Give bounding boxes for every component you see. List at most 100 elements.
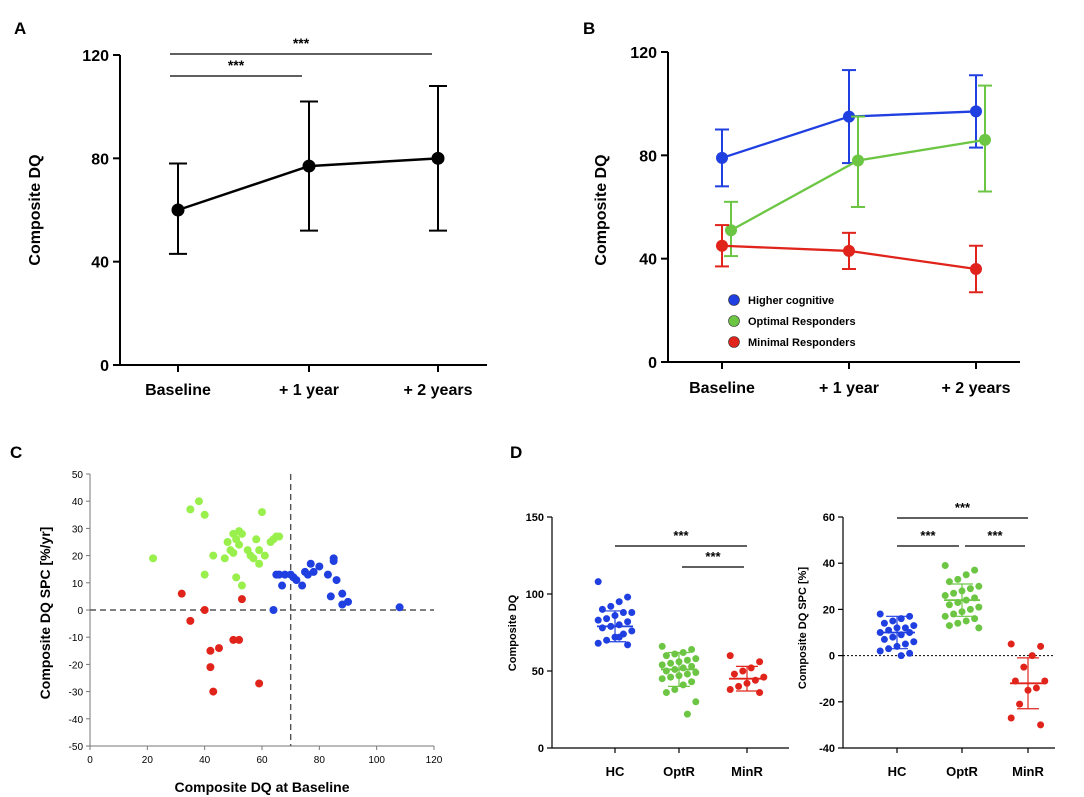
panel-a-ylabel: Composite DQ [27,154,44,265]
panel-c-xtick-label: 60 [256,755,268,766]
panel-c-point-scatter_green [237,581,246,590]
panel-d2-sig-2-label: *** [987,528,1003,543]
panel-d1-point-optr [688,662,696,670]
panel-d1-point-hc [615,621,623,629]
panel-a-sig-2-label: *** [293,35,310,51]
panel-c-ytick-label: -10 [69,633,84,644]
panel-d1-point-hc [603,636,611,644]
panel-d2-point-minr [1032,684,1040,692]
panel-d2-point-optr [975,603,983,611]
panel-b-point-minr [716,239,728,252]
legend-label-optr: Optimal Responders [748,316,856,328]
panel-b-ytick-label: 40 [639,252,657,269]
panel-d1-point-optr [688,645,696,653]
panel-c-point-hc [269,606,278,614]
panel-b-point-hc [970,105,982,118]
panel-c-xtick-label: 120 [426,755,443,766]
panel-c-ytick-label: -50 [69,742,84,753]
panel-c-point-hc [338,589,347,598]
panel-d2-point-hc [910,622,918,630]
panel-b-xtick-label: + 1 year [819,380,879,397]
panel-d1-xtick-label: MinR [731,764,763,779]
panel-c-point-minr [215,644,223,653]
panel-d2-sig-3-label: *** [955,500,971,515]
panel-d2-point-hc [876,647,884,655]
panel-d1-point-optr [658,642,666,650]
panel-d2-point-optr [941,562,949,570]
panel-d1-point-hc [594,616,602,624]
panel-a-point [302,159,316,173]
panel-c-point-scatter_green [255,559,264,568]
panel-c-point-minr [206,663,215,672]
panel-d1-point-optr [662,689,670,697]
legend-marker-minr [728,336,740,348]
panel-d2-point-hc [889,617,897,625]
panel-c-point-minr [229,635,238,644]
panel-d1-point-optr [671,650,679,658]
panel-d1-point-optr [658,661,666,669]
panel-d1-point-minr [747,664,755,672]
panel-label-c: C [10,443,22,462]
panel-d2-ytick-label: -20 [819,697,835,709]
panel-d1-point-hc [607,602,615,610]
panel-d1-ytick-label: 100 [526,589,544,601]
panel-d1-point-optr [692,669,700,677]
panel-d1-point-minr [726,652,734,660]
panel-d1-point-minr [730,670,738,678]
panel-d2-point-optr [950,589,958,597]
panel-c-point-minr [255,679,264,688]
panel-c-ytick-label: 30 [72,524,84,535]
panel-a-ytick-label: 40 [91,255,109,272]
panel-d2-xtick-label: HC [888,764,907,779]
panel-b-ytick-label: 80 [639,148,657,165]
panel-c-ytick-label: 10 [72,579,84,590]
panel-d2-point-minr [1016,700,1024,708]
panel-c-point-scatter_green [229,548,238,557]
panel-d1-point-hc [598,624,606,632]
panel-c-point-minr [235,635,244,644]
panel-d1-point-hc [594,639,602,647]
panel-c-point-scatter_green [186,505,195,514]
legend-marker-optr [728,315,740,327]
panel-b-point-optr [725,224,737,237]
legend-label-minr: Minimal Responders [748,337,856,349]
panel-d2-point-optr [971,566,979,574]
panel-d1-ytick-label: 0 [538,743,544,755]
panel-b-point-optr [852,154,864,167]
panel-d1-point-optr [667,659,675,667]
panel-d2-point-hc [889,633,897,641]
panel-d1-sig-1-label: *** [705,549,721,564]
panel-c-point-hc [315,562,324,571]
panel-c-point-scatter_green [232,535,241,544]
panel-d1-point-optr [692,698,700,706]
panel-d2-sig-1-label: *** [920,528,936,543]
panel-c-point-scatter_green [209,551,218,560]
panel-b-point-hc [716,151,728,164]
panel-c-xtick-label: 80 [314,755,326,766]
panel-c-xtick-label: 20 [142,755,154,766]
panel-c-ytick-label: 0 [77,606,83,617]
panel-a-ytick-label: 120 [82,48,109,65]
panel-d2-point-optr [975,624,983,632]
panel-c-point-hc [395,603,404,612]
panel-d2-point-hc [897,652,905,660]
panel-a-xtick-label: Baseline [145,382,211,399]
panel-d1-point-minr [739,667,747,675]
panel-d1-point-optr [683,656,691,664]
panel-a-ytick-label: 0 [100,358,109,375]
panel-d2-xtick-label: MinR [1012,764,1044,779]
panel-c-ytick-label: -40 [69,715,84,726]
panel-d1-ytick-label: 50 [532,666,544,678]
panel-d1-point-minr [756,689,764,697]
panel-label-d: D [510,443,522,462]
panel-d2-point-minr [1007,714,1015,722]
panel-c-ytick-label: 50 [72,470,84,481]
panel-d2-point-hc [880,619,888,627]
panel-c-point-scatter_green [223,538,232,546]
panel-c-point-scatter_green [252,535,261,544]
panel-d1-point-optr [688,678,696,686]
panel-d2-xtick-label: OptR [946,764,978,779]
panel-d1-point-hc [615,598,623,606]
panel-c-point-hc [278,581,287,590]
panel-b-ylabel: Composite DQ [593,154,610,265]
